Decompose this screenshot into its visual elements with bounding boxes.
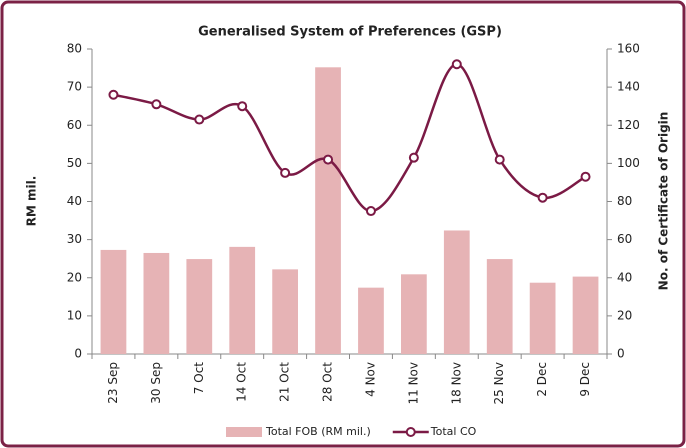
y2-tick-label: 40 (617, 270, 632, 284)
y2-tick-label: 140 (617, 80, 640, 94)
x-tick-label: 7 Oct (192, 362, 206, 394)
y2-tick-label: 160 (617, 42, 640, 56)
bar (229, 246, 256, 354)
line-marker (580, 171, 591, 182)
line-marker (194, 114, 205, 125)
line-marker (237, 101, 248, 112)
x-tick-label: 21 Oct (278, 362, 292, 402)
x-tick-label: 4 Nov (363, 362, 377, 397)
x-tick-label: 23 Sep (106, 362, 120, 404)
legend-marker (405, 427, 416, 437)
x-tick-label: 2 Dec (535, 362, 549, 397)
line-marker (408, 152, 419, 163)
y2-tick-label: 100 (617, 156, 640, 170)
x-tick-label: 28 Oct (321, 362, 335, 402)
line-marker (151, 99, 162, 110)
legend-label: Total CO (430, 425, 477, 438)
bar (443, 230, 470, 354)
bar (486, 259, 513, 354)
line-marker (365, 206, 376, 217)
bar (143, 252, 170, 354)
y-tick-label: 50 (67, 156, 82, 170)
line-marker (280, 167, 291, 178)
x-tick-label: 30 Sep (149, 362, 163, 404)
x-tick-label: 11 Nov (406, 362, 420, 405)
y-tick-label: 40 (67, 194, 82, 208)
y2-tick-label: 0 (617, 347, 625, 361)
line-marker (323, 154, 334, 165)
bar (358, 287, 384, 354)
bar (529, 282, 556, 354)
y-tick-label: 0 (74, 347, 82, 361)
y2-tick-label: 60 (617, 232, 632, 246)
legend-swatch (226, 427, 262, 437)
y-tick-label: 70 (67, 80, 82, 94)
bar (315, 67, 341, 355)
y-tick-label: 20 (67, 270, 82, 284)
bar (572, 276, 599, 354)
line-marker (451, 59, 462, 70)
x-tick-label: 25 Nov (492, 362, 506, 405)
y-tick-label: 80 (67, 42, 82, 56)
chart-title: Generalised System of Preferences (GSP) (198, 25, 502, 40)
y2-tick-label: 120 (617, 118, 640, 132)
x-tick-label: 14 Oct (235, 362, 249, 402)
line-marker (108, 89, 119, 100)
y-tick-label: 30 (67, 232, 82, 246)
y-tick-label: 10 (67, 308, 82, 322)
y2-tick-label: 80 (617, 194, 632, 208)
bar (272, 269, 298, 354)
y-tick-label: 60 (67, 118, 82, 132)
x-tick-label: 18 Nov (449, 362, 463, 405)
legend-label: Total FOB (RM mil.) (265, 425, 371, 438)
x-tick-label: 9 Dec (578, 362, 592, 397)
bar (100, 249, 127, 354)
line-marker (494, 154, 505, 165)
line-marker (537, 192, 548, 203)
y2-axis-label: No. of Certificate of Origin (657, 112, 671, 291)
y-axis-label: RM mil. (25, 176, 39, 227)
bar (186, 259, 213, 354)
bar (401, 274, 427, 354)
y2-tick-label: 20 (617, 308, 632, 322)
